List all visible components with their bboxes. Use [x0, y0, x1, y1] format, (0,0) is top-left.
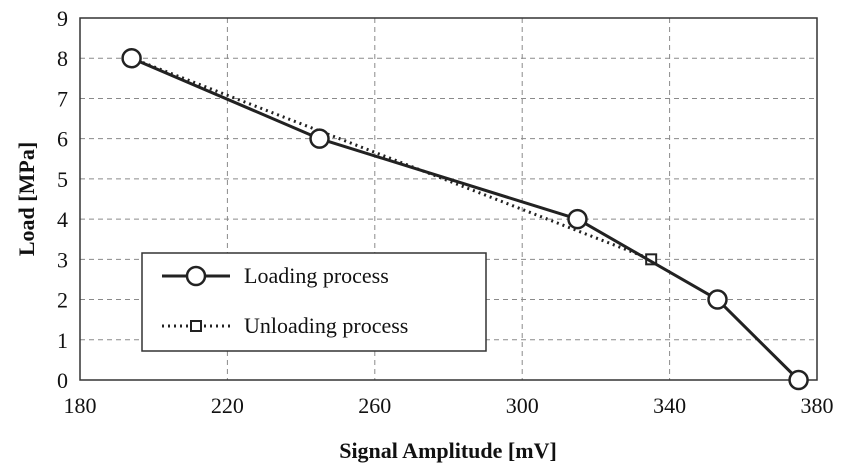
- y-tick-label: 9: [57, 6, 68, 31]
- legend: Loading process Unloading process: [141, 252, 487, 352]
- y-axis-title: Load [MPa]: [14, 142, 39, 256]
- x-tick-label: 300: [506, 393, 539, 418]
- legend-marker-square: [190, 320, 202, 332]
- plot-area-frame: [79, 17, 818, 381]
- legend-marker-circle: [185, 265, 207, 287]
- y-tick-label: 7: [57, 86, 68, 111]
- legend-item-loading: Loading process: [162, 263, 389, 288]
- y-tick-label: 2: [57, 288, 68, 313]
- legend-label-loading: Loading process: [244, 263, 389, 288]
- x-tick-label: 180: [64, 393, 97, 418]
- y-tick-label: 3: [57, 247, 68, 272]
- data-point-loading: [309, 128, 330, 149]
- y-tick-label: 8: [57, 46, 68, 71]
- y-axis-ticks: 0 1 2 3 4 5 6 7 8 9: [57, 6, 68, 393]
- y-tick-label: 4: [57, 207, 68, 232]
- data-point-loading: [788, 369, 809, 391]
- data-point-loading: [707, 289, 728, 310]
- legend-item-unloading: Unloading process: [162, 313, 408, 338]
- data-point-loading: [567, 208, 588, 230]
- x-axis-ticks: 180 220 260 300 340 380: [64, 393, 834, 418]
- x-axis-title: Signal Amplitude [mV]: [339, 438, 557, 463]
- x-tick-label: 220: [211, 393, 244, 418]
- y-tick-label: 0: [57, 368, 68, 393]
- y-tick-label: 1: [57, 328, 68, 353]
- series-layer: [121, 47, 809, 391]
- series-line-unloading: [131, 56, 652, 261]
- y-tick-label: 6: [57, 127, 68, 152]
- data-point-loading: [121, 47, 142, 69]
- legend-label-unloading: Unloading process: [244, 313, 408, 338]
- x-tick-label: 260: [358, 393, 391, 418]
- x-tick-label: 380: [801, 393, 834, 418]
- y-tick-label: 5: [57, 167, 68, 192]
- x-tick-label: 340: [653, 393, 686, 418]
